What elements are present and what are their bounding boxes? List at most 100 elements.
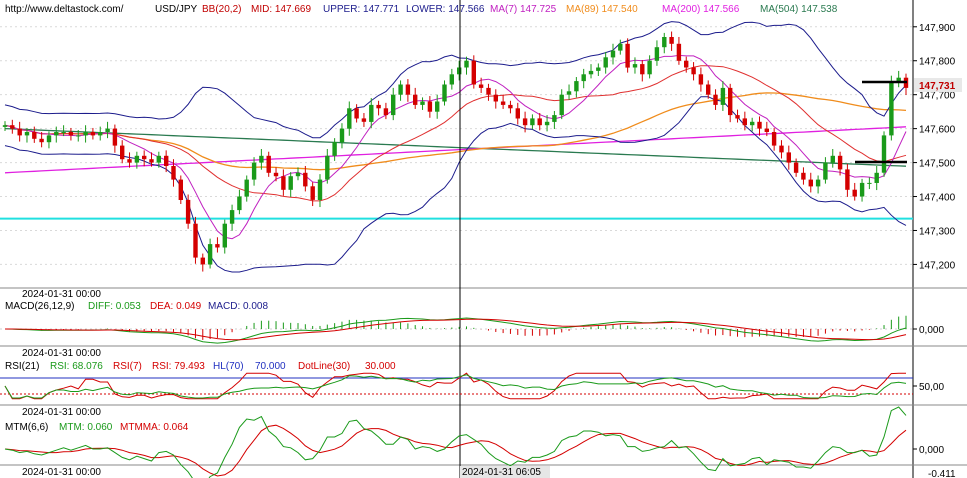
candle-up [317,179,323,200]
price-tick-label: 147,300 [919,226,956,237]
candle-down [120,145,125,160]
candle-down [127,159,132,163]
candle-down [640,64,645,75]
ma7-label: MA(7) 147.725 [490,4,557,15]
candle-down [354,108,359,119]
candle-down [200,257,205,265]
candle-up [618,43,623,51]
candle-down [427,101,433,112]
candle-down [68,132,74,136]
candle-up [662,37,667,48]
candle-up [464,60,469,68]
candle-down [728,87,733,116]
x-axis-left-label: 2024-01-31 00:00 [22,467,101,478]
candle-down [90,132,96,136]
price-axis: 147,900 147,800 147,700 147,600 147,500 147,4… [913,23,956,271]
candle-up [859,182,865,197]
candle-up [332,142,337,156]
candle-up [449,74,454,85]
x-axis-right-label: -0.411 [928,469,956,478]
macd-tick: 0,000 [919,325,944,336]
candle-down [537,118,542,126]
candle-down [742,118,747,126]
candle-down [676,43,682,61]
candle-down [698,74,704,85]
ma504-label: MA(504) 147.538 [760,4,838,15]
candle-up [229,210,235,224]
bb-mid-line [4,65,907,202]
price-tick-label: 147,700 [919,91,956,102]
candle-down [32,132,37,139]
site-url[interactable]: http://www.deltastock.com/ [5,4,124,15]
candle-up [530,118,535,126]
x-axis-cursor-label: 2024-01-31 06:05 [462,467,541,478]
candle-up [435,101,440,112]
candles [2,31,909,272]
candle-down [493,94,498,102]
candle-down [17,128,22,136]
candle-up [244,179,249,197]
candle-up [874,172,879,183]
rsi-label: RSI(21) [5,361,39,372]
candle-up [83,132,88,136]
candle-up [559,94,564,116]
candle-down [771,132,777,146]
candle-up [581,74,586,82]
ma504-line [4,127,907,167]
price-tick-label: 147,800 [919,57,956,68]
candle-down [185,199,191,224]
mtmma-value: MTMMA: 0.064 [120,422,189,433]
candle-up [566,91,572,95]
rsi21-line [4,374,907,399]
candle-up [632,64,638,68]
candle-down [142,155,147,160]
price-tick-label: 147,200 [919,260,956,271]
candle-up [288,176,293,190]
mtm-panel [4,406,917,478]
candle-down [808,179,813,187]
candle-up [325,155,330,180]
rsi7-label: RSI(7) [113,361,142,372]
candle-down [735,115,740,119]
candle-down [764,128,769,132]
bb-label: BB(20,2) [202,4,241,15]
candle-up [24,132,30,136]
macd-panel [0,315,917,344]
candle-up [2,125,8,127]
candle-up [457,67,462,75]
candle-up [251,162,257,180]
macd-value: MACD: 0.008 [208,301,268,312]
candle-down [669,37,674,44]
dotline-label: DotLine(30) [298,361,350,372]
candle-down [801,172,806,180]
candle-down [310,186,315,200]
candle-up [654,47,660,61]
candle-up [544,121,550,126]
price-tick-label: 147,900 [919,23,956,34]
candle-up [98,132,103,136]
rsi-time-label: 2024-01-31 00:00 [22,407,101,418]
rsi-value: RSI: 68.076 [50,361,103,372]
candle-down [852,189,857,197]
candle-up [295,172,301,177]
candle-up [596,67,601,71]
mtm-label: MTM(6,6) [5,422,48,433]
candle-down [471,60,476,85]
candle-up [815,179,821,187]
mtm-line [4,406,907,478]
candle-down [171,166,176,180]
candle-up [339,128,345,143]
candle-down [178,179,183,200]
symbol-label: USD/JPY [155,4,198,15]
candle-down [500,101,506,105]
candle-down [486,87,491,95]
mtmma-line [4,424,907,477]
price-tick-label: 147,500 [919,159,956,170]
chart-header: http://www.deltastock.com/ USD/JPY BB(20… [5,4,838,15]
candle-down [508,104,513,109]
candle-down [303,172,308,187]
candle-down [266,155,271,173]
ma200-label: MA(200) 147.566 [662,4,740,15]
candle-up [867,182,872,184]
